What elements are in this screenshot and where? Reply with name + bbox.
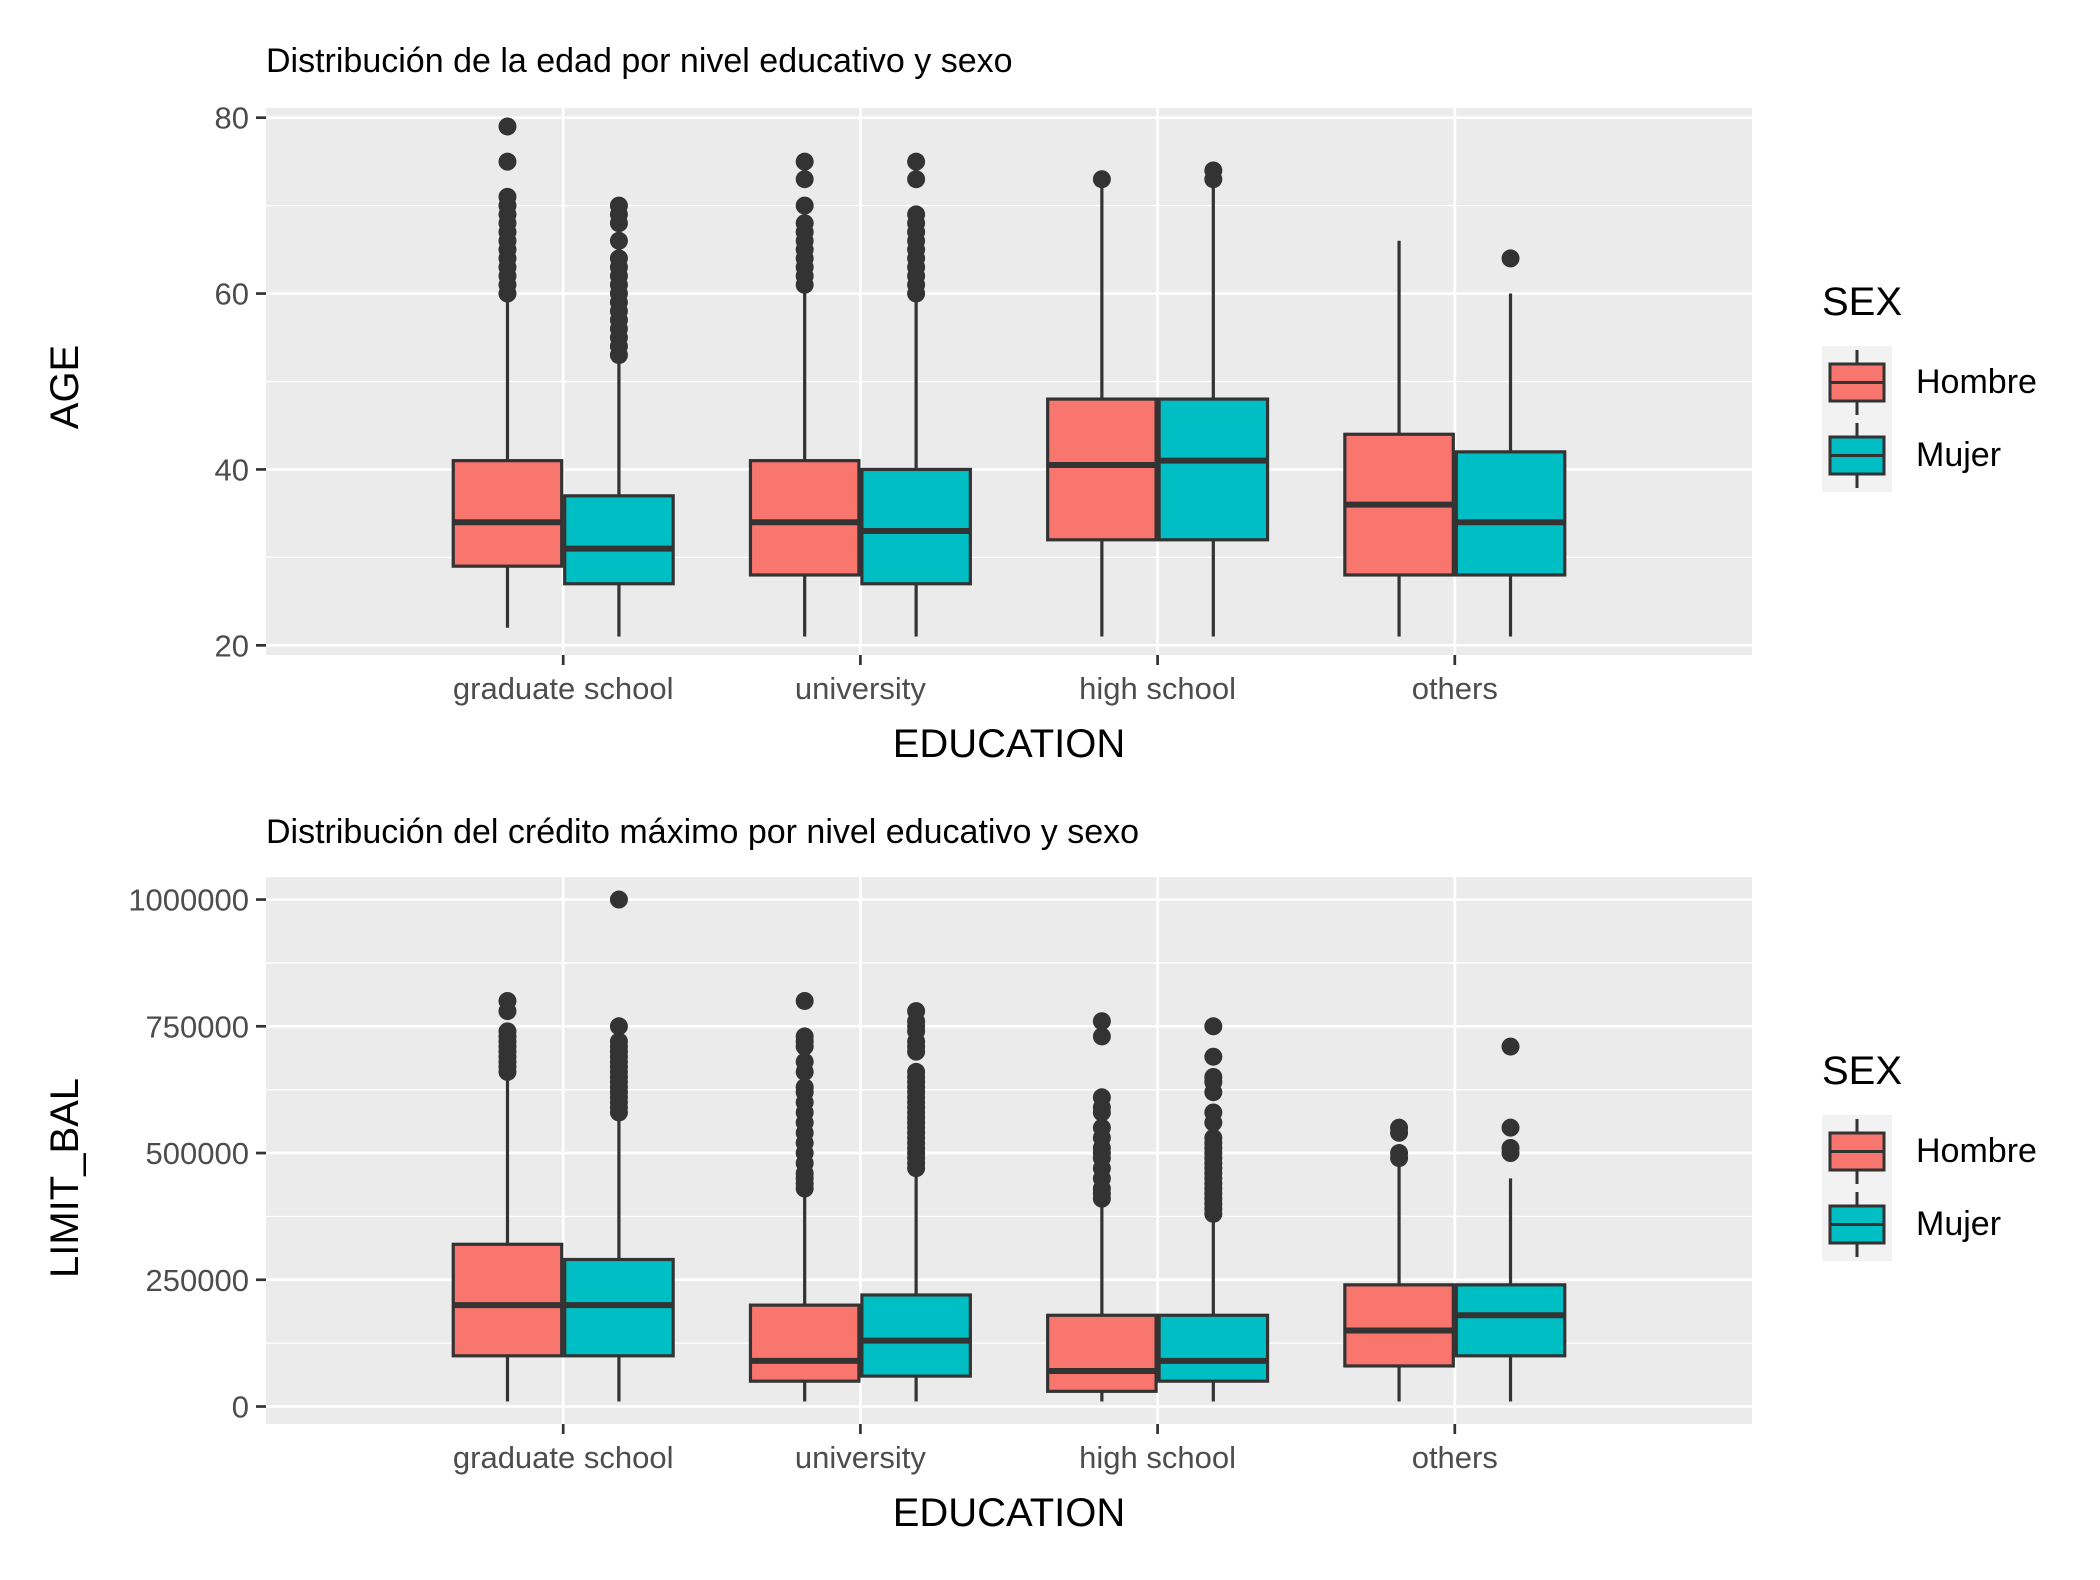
outlier-point-hombre [795,170,814,189]
outlier-point-hombre [795,152,814,171]
x-tick-label: others [1412,1440,1498,1475]
legend-title: SEX [1822,1049,1902,1093]
y-tick-label: 250000 [146,1263,249,1298]
outlier-point-hombre [498,152,517,171]
outlier-point-hombre [498,991,517,1010]
outlier-point-hombre [795,991,814,1010]
outlier-point-hombre [1092,1027,1111,1046]
y-axis-label: AGE [43,345,87,429]
outlier-point-hombre [1390,1118,1409,1137]
outlier-point-mujer [609,249,628,268]
chart-title: Distribución del crédito máximo por nive… [266,813,1139,851]
outlier-point-mujer [907,1062,926,1081]
outlier-point-hombre [1092,1088,1111,1107]
y-tick-label: 60 [215,277,249,312]
outlier-point-mujer [609,1032,628,1051]
x-tick-label: high school [1079,671,1236,706]
outlier-point-mujer [1501,1037,1520,1056]
outlier-point-mujer [907,205,926,224]
outlier-point-mujer [1204,1128,1223,1147]
box-hombre [1046,397,1158,542]
box-mujer [1157,397,1270,542]
limit-bal-boxplot-panel: 0 250000 500000 750000 1000000 graduate schoo… [43,813,2037,1535]
outlier-point-hombre [1092,170,1111,189]
x-tick-label: university [795,1440,926,1475]
outlier-point-mujer [1204,1047,1223,1066]
outlier-point-mujer [1204,161,1223,180]
x-tick-label: others [1412,671,1498,706]
outlier-point-mujer [907,152,926,171]
outlier-point-hombre [1092,1118,1111,1137]
outlier-point-mujer [1501,1138,1520,1157]
outlier-point-hombre [1390,1144,1409,1163]
box-hombre [1343,1283,1455,1368]
chart-title: Distribución de la edad por nivel educat… [266,42,1013,80]
y-tick-label: 0 [232,1390,249,1425]
outlier-point-hombre [498,117,517,136]
x-tick-label: university [795,671,926,706]
box-hombre [748,459,861,577]
legend-title: SEX [1822,280,1902,324]
box-mujer [1454,450,1567,577]
outlier-point-mujer [1204,1103,1223,1122]
outlier-point-hombre [1092,1012,1111,1031]
outlier-point-mujer [609,231,628,250]
outlier-point-mujer [609,196,628,215]
y-tick-label: 40 [215,452,249,487]
y-tick-label: 750000 [146,1009,249,1044]
outlier-point-mujer [907,1002,926,1021]
y-axis-label: LIMIT_BAL [43,1078,87,1278]
box-mujer [563,494,675,586]
outlier-point-hombre [795,196,814,215]
legend-label-hombre: Hombre [1916,1132,2037,1170]
legend-label-mujer: Mujer [1916,1205,2001,1243]
box-hombre [748,1303,861,1383]
outlier-point-mujer [1501,249,1520,268]
outlier-point-hombre [498,187,517,206]
outlier-point-hombre [795,1052,814,1071]
age-boxplot-panel: 20 40 60 80 graduate school university high sc… [43,42,2037,766]
box-hombre [1046,1313,1158,1393]
y-tick-label: 500000 [146,1136,249,1171]
y-tick-label: 20 [215,628,249,663]
x-axis-label: EDUCATION [893,1491,1126,1535]
box-mujer [1454,1283,1567,1358]
outlier-point-hombre [795,1078,814,1097]
outlier-point-mujer [609,890,628,909]
x-tick-label: graduate school [453,1440,674,1475]
outlier-point-hombre [498,1022,517,1041]
x-tick-label: high school [1079,1440,1236,1475]
outlier-point-mujer [1204,1017,1223,1036]
box-mujer [860,1293,972,1378]
outlier-point-mujer [1204,1067,1223,1086]
outlier-point-mujer [609,1017,628,1036]
box-mujer [1157,1313,1270,1383]
outlier-point-mujer [907,170,926,189]
outlier-point-mujer [1501,1118,1520,1137]
box-hombre [451,1242,564,1358]
box-mujer [860,467,972,586]
outlier-point-hombre [795,214,814,233]
legend-label-hombre: Hombre [1916,363,2037,401]
outlier-point-hombre [795,1027,814,1046]
x-axis-label: EDUCATION [893,722,1126,766]
y-tick-label: 80 [215,101,249,136]
box-hombre [451,459,564,568]
legend-label-mujer: Mujer [1916,436,2001,474]
x-tick-label: graduate school [453,671,674,706]
y-tick-label: 1000000 [128,883,249,918]
